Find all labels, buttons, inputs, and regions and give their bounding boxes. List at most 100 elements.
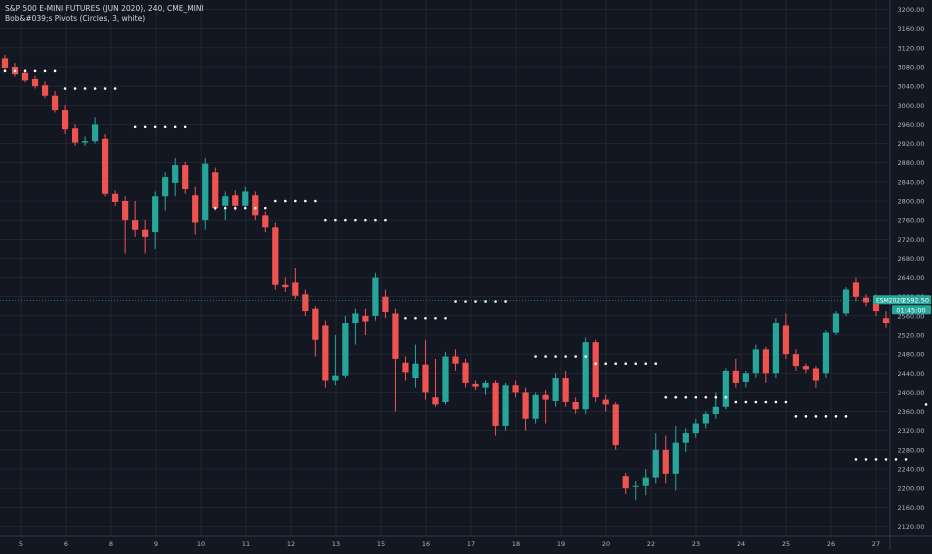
candle-body xyxy=(602,399,609,405)
pivot-dot xyxy=(684,395,688,399)
candle-body xyxy=(81,141,89,143)
candle-body xyxy=(842,289,850,314)
candle-body xyxy=(522,392,529,419)
candle-body xyxy=(61,110,69,130)
x-tick-label: 11 xyxy=(242,540,250,548)
x-tick-label: 9 xyxy=(154,540,158,548)
candle-body xyxy=(412,363,419,379)
y-tick-label: 2280.00 xyxy=(898,446,925,454)
pivot-dot xyxy=(294,199,297,203)
pivot-dot xyxy=(714,395,718,399)
candle-body xyxy=(762,349,769,374)
x-tick-label: 18 xyxy=(512,540,520,548)
y-tick-label: 2120.00 xyxy=(898,523,925,531)
candle-body xyxy=(832,313,840,333)
candle-body xyxy=(262,215,269,228)
candle-body xyxy=(672,442,679,474)
y-tick-label: 2800.00 xyxy=(898,198,925,206)
pivot-dot xyxy=(274,199,277,203)
candle-body xyxy=(212,172,219,209)
candle-body xyxy=(272,227,279,285)
y-tick-label: 2840.00 xyxy=(898,178,925,186)
y-tick-label: 3040.00 xyxy=(898,83,925,91)
pivot-dot xyxy=(233,206,237,210)
pivot-dot xyxy=(614,362,617,366)
x-tick-label: 6 xyxy=(64,540,68,548)
candle-body xyxy=(182,165,189,190)
candle-body xyxy=(252,195,259,216)
candle-body xyxy=(382,296,389,313)
candle-body xyxy=(742,373,749,382)
x-tick-label: 20 xyxy=(602,540,610,548)
candle-body xyxy=(882,318,890,324)
y-tick-label: 3160.00 xyxy=(898,25,925,33)
pivot-dot xyxy=(304,199,307,203)
candle-body xyxy=(652,449,659,478)
candle-body xyxy=(312,308,319,340)
pivot-dot xyxy=(854,458,858,461)
candle-body xyxy=(242,191,249,206)
pivot-dot xyxy=(454,300,457,303)
symbol-title: S&P 500 E-MINI FUTURES (JUN 2020), 240, … xyxy=(5,4,204,13)
pivot-dot xyxy=(734,400,738,404)
pivot-dot xyxy=(424,316,427,320)
pivot-dot xyxy=(173,125,177,129)
candle-body xyxy=(422,364,429,393)
pivot-dot xyxy=(494,300,497,303)
y-tick-label: 2960.00 xyxy=(898,121,925,129)
candle-body xyxy=(502,385,509,426)
candle-body xyxy=(31,78,39,87)
candle-body xyxy=(222,196,229,206)
pivot-dot xyxy=(153,125,157,129)
y-tick-label: 2160.00 xyxy=(898,504,925,512)
pivot-dot xyxy=(814,415,818,418)
y-tick-label: 2760.00 xyxy=(898,217,925,225)
candle-body xyxy=(362,315,369,322)
pivot-dot xyxy=(584,355,587,358)
pivot-dot xyxy=(774,400,778,404)
pivot-dot xyxy=(594,362,597,366)
y-tick-label: 2680.00 xyxy=(898,255,925,263)
y-tick-label: 2240.00 xyxy=(898,466,925,474)
candle-body xyxy=(192,195,199,223)
pivot-dot xyxy=(324,218,327,222)
pivot-dot xyxy=(364,218,367,222)
x-tick-label: 5 xyxy=(19,540,23,548)
pivot-dot xyxy=(354,218,357,222)
candle-body xyxy=(442,356,449,402)
y-tick-label: 2880.00 xyxy=(898,159,925,167)
y-tick-label: 3000.00 xyxy=(898,102,925,110)
pivot-dot xyxy=(183,125,187,129)
y-tick-label: 2360.00 xyxy=(898,408,925,416)
candle-body xyxy=(622,476,629,489)
pivot-dot xyxy=(284,199,287,203)
candle-body xyxy=(352,313,359,324)
pivot-dot xyxy=(904,458,908,461)
pivot-dot xyxy=(824,415,828,418)
candle-body xyxy=(132,220,139,230)
candle-body xyxy=(732,370,739,383)
pivot-dot xyxy=(924,403,928,406)
candle-body xyxy=(41,85,49,96)
y-tick-label: 2720.00 xyxy=(898,236,925,244)
pivot-dot xyxy=(133,125,137,129)
pivot-dot xyxy=(23,69,27,73)
pivot-dot xyxy=(83,87,87,90)
y-tick-label: 2320.00 xyxy=(898,427,925,435)
pivot-dot xyxy=(314,199,317,203)
pivot-dot xyxy=(844,415,848,418)
x-tick-label: 23 xyxy=(692,540,700,548)
candle-body xyxy=(332,375,339,381)
last-price-value: 2592.50 xyxy=(902,296,929,304)
y-tick-label: 2920.00 xyxy=(898,140,925,148)
pivot-dot xyxy=(13,69,17,73)
candle-body xyxy=(172,165,179,183)
pivot-dot xyxy=(674,395,678,399)
x-tick-label: 17 xyxy=(467,540,475,548)
candle-body xyxy=(512,385,519,393)
candle-body xyxy=(612,404,619,446)
candle-body xyxy=(152,196,159,233)
